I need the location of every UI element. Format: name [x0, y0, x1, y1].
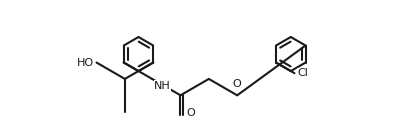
- Text: Cl: Cl: [298, 68, 308, 78]
- Text: HO: HO: [77, 58, 94, 68]
- Text: NH: NH: [154, 81, 171, 91]
- Text: O: O: [186, 108, 195, 118]
- Text: O: O: [233, 79, 242, 89]
